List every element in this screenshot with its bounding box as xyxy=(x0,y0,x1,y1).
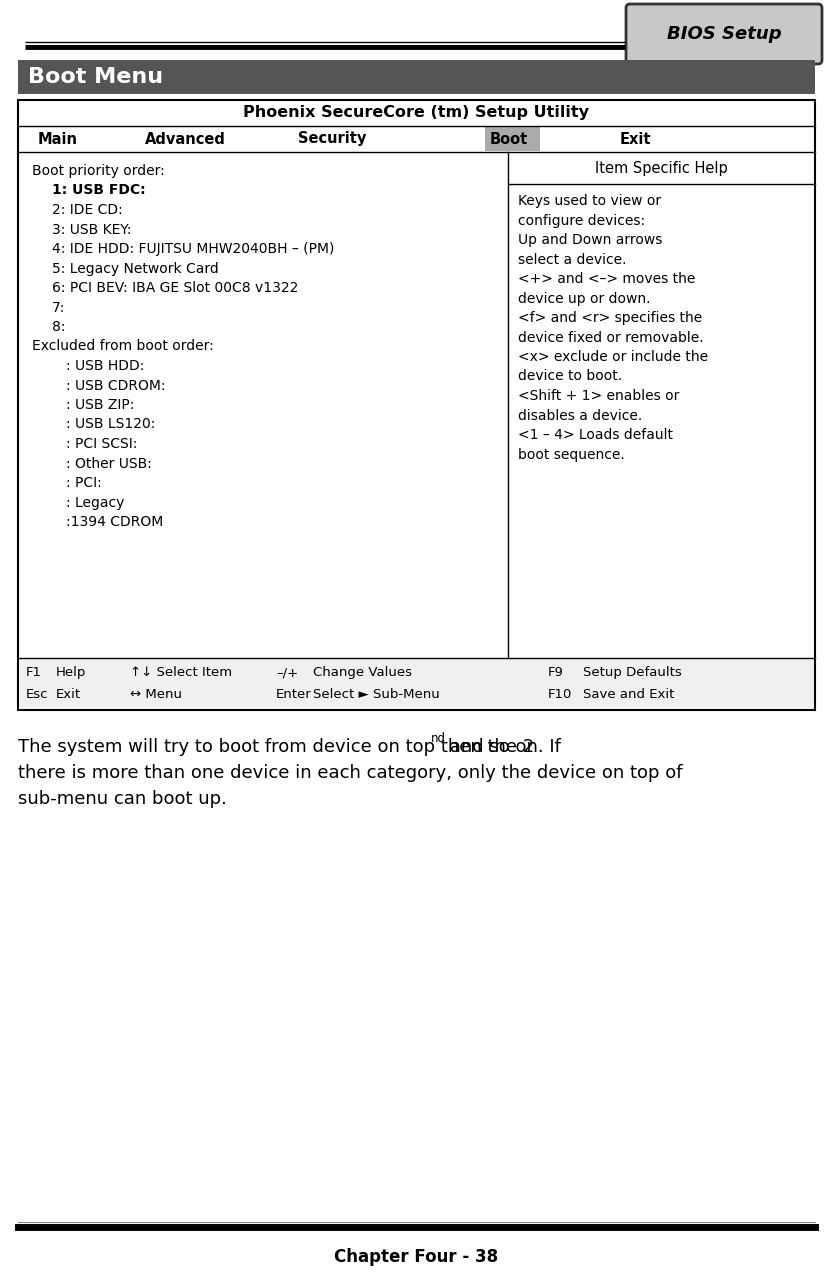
Bar xyxy=(19,658,814,709)
Text: F1: F1 xyxy=(26,666,42,678)
Text: : USB CDROM:: : USB CDROM: xyxy=(66,379,166,393)
Text: Save and Exit: Save and Exit xyxy=(583,689,675,701)
Text: Exit: Exit xyxy=(56,689,81,701)
Text: Boot priority order:: Boot priority order: xyxy=(32,164,165,178)
Text: Enter: Enter xyxy=(276,689,312,701)
Text: Setup Defaults: Setup Defaults xyxy=(583,666,681,678)
Text: : Legacy: : Legacy xyxy=(66,495,124,509)
Text: :1394 CDROM: :1394 CDROM xyxy=(66,515,163,529)
Text: 3: USB KEY:: 3: USB KEY: xyxy=(52,223,132,237)
Text: Esc: Esc xyxy=(26,689,48,701)
Text: 2: IDE CD:: 2: IDE CD: xyxy=(52,204,122,218)
Text: ↔ Menu: ↔ Menu xyxy=(130,689,182,701)
Text: Phoenix SecureCore (tm) Setup Utility: Phoenix SecureCore (tm) Setup Utility xyxy=(243,105,590,120)
Text: : USB LS120:: : USB LS120: xyxy=(66,417,156,431)
Text: F10: F10 xyxy=(548,689,572,701)
Text: ↑↓ Select Item: ↑↓ Select Item xyxy=(130,666,232,678)
Text: 5: Legacy Network Card: 5: Legacy Network Card xyxy=(52,261,219,275)
Text: Excluded from boot order:: Excluded from boot order: xyxy=(32,339,214,353)
Text: : PCI SCSI:: : PCI SCSI: xyxy=(66,436,137,451)
Text: <1 – 4> Loads default: <1 – 4> Loads default xyxy=(518,428,673,442)
Text: device up or down.: device up or down. xyxy=(518,292,651,306)
Text: <f> and <r> specifies the: <f> and <r> specifies the xyxy=(518,311,702,325)
Text: sub-menu can boot up.: sub-menu can boot up. xyxy=(18,790,227,808)
Text: : Other USB:: : Other USB: xyxy=(66,457,152,471)
Text: boot sequence.: boot sequence. xyxy=(518,448,625,462)
Text: BIOS Setup: BIOS Setup xyxy=(666,26,781,44)
Text: there is more than one device in each category, only the device on top of: there is more than one device in each ca… xyxy=(18,764,682,782)
Text: The system will try to boot from device on top then the 2: The system will try to boot from device … xyxy=(18,739,534,756)
Text: 1: USB FDC:: 1: USB FDC: xyxy=(52,183,146,197)
Bar xyxy=(485,127,540,151)
Text: F9: F9 xyxy=(548,666,564,678)
Text: Select ► Sub-Menu: Select ► Sub-Menu xyxy=(313,689,440,701)
Bar xyxy=(18,60,815,93)
Text: 6: PCI BEV: IBA GE Slot 00C8 v1322: 6: PCI BEV: IBA GE Slot 00C8 v1322 xyxy=(52,282,298,294)
Text: Exit: Exit xyxy=(620,132,651,146)
Text: : USB HDD:: : USB HDD: xyxy=(66,358,144,372)
Text: Advanced: Advanced xyxy=(145,132,226,146)
Text: : USB ZIP:: : USB ZIP: xyxy=(66,398,134,412)
Text: Change Values: Change Values xyxy=(313,666,412,678)
Text: : PCI:: : PCI: xyxy=(66,476,102,490)
Text: Help: Help xyxy=(56,666,87,678)
Text: Item Specific Help: Item Specific Help xyxy=(595,160,728,175)
Text: <+> and <–> moves the: <+> and <–> moves the xyxy=(518,271,696,285)
Text: Boot Menu: Boot Menu xyxy=(28,67,163,87)
Text: nd: nd xyxy=(431,732,446,745)
Text: select a device.: select a device. xyxy=(518,252,626,266)
Text: 8:: 8: xyxy=(52,320,66,334)
Text: disables a device.: disables a device. xyxy=(518,408,642,422)
Text: Main: Main xyxy=(38,132,78,146)
Text: device to boot.: device to boot. xyxy=(518,370,622,384)
Text: Keys used to view or: Keys used to view or xyxy=(518,195,661,207)
Text: <x> exclude or include the: <x> exclude or include the xyxy=(518,349,708,364)
Text: –/+: –/+ xyxy=(276,666,298,678)
Text: 7:: 7: xyxy=(52,301,65,315)
Text: Boot: Boot xyxy=(490,132,528,146)
Text: 4: IDE HDD: FUJITSU MHW2040BH – (PM): 4: IDE HDD: FUJITSU MHW2040BH – (PM) xyxy=(52,242,334,256)
Text: Chapter Four - 38: Chapter Four - 38 xyxy=(334,1248,499,1266)
Text: Up and Down arrows: Up and Down arrows xyxy=(518,233,662,247)
Text: Security: Security xyxy=(298,132,367,146)
Bar xyxy=(18,100,815,710)
Text: device fixed or removable.: device fixed or removable. xyxy=(518,330,704,344)
Text: and so on. If: and so on. If xyxy=(444,739,561,756)
Text: configure devices:: configure devices: xyxy=(518,214,645,228)
FancyBboxPatch shape xyxy=(626,4,822,64)
Text: <Shift + 1> enables or: <Shift + 1> enables or xyxy=(518,389,680,403)
